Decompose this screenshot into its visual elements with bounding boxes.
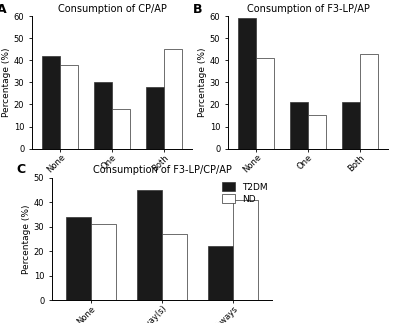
Y-axis label: Percentage (%): Percentage (%) — [198, 47, 207, 117]
Bar — [233, 200, 258, 300]
Bar — [146, 87, 164, 149]
Bar — [164, 49, 182, 149]
Text: A: A — [0, 3, 6, 16]
Title: Consumption of F3-LP/AP: Consumption of F3-LP/AP — [246, 4, 370, 14]
Title: Consumption of F3-LP/CP/AP: Consumption of F3-LP/CP/AP — [92, 165, 232, 175]
Text: C: C — [17, 163, 26, 176]
Bar — [91, 224, 116, 300]
Bar — [66, 217, 91, 300]
Bar — [238, 18, 256, 149]
Bar — [308, 115, 326, 149]
Bar — [112, 109, 130, 149]
Bar — [162, 234, 187, 300]
Title: Consumption of CP/AP: Consumption of CP/AP — [58, 4, 166, 14]
Text: B: B — [193, 3, 202, 16]
Bar — [42, 56, 60, 149]
Y-axis label: Percentage (%): Percentage (%) — [22, 204, 31, 274]
Bar — [290, 102, 308, 149]
Bar — [60, 65, 78, 149]
Bar — [256, 58, 274, 149]
Bar — [137, 190, 162, 300]
Bar — [360, 54, 378, 149]
Y-axis label: Percentage (%): Percentage (%) — [2, 47, 11, 117]
Bar — [94, 82, 112, 149]
Bar — [342, 102, 360, 149]
Bar — [208, 246, 233, 300]
Legend: T2DM, ND: T2DM, ND — [222, 182, 268, 204]
